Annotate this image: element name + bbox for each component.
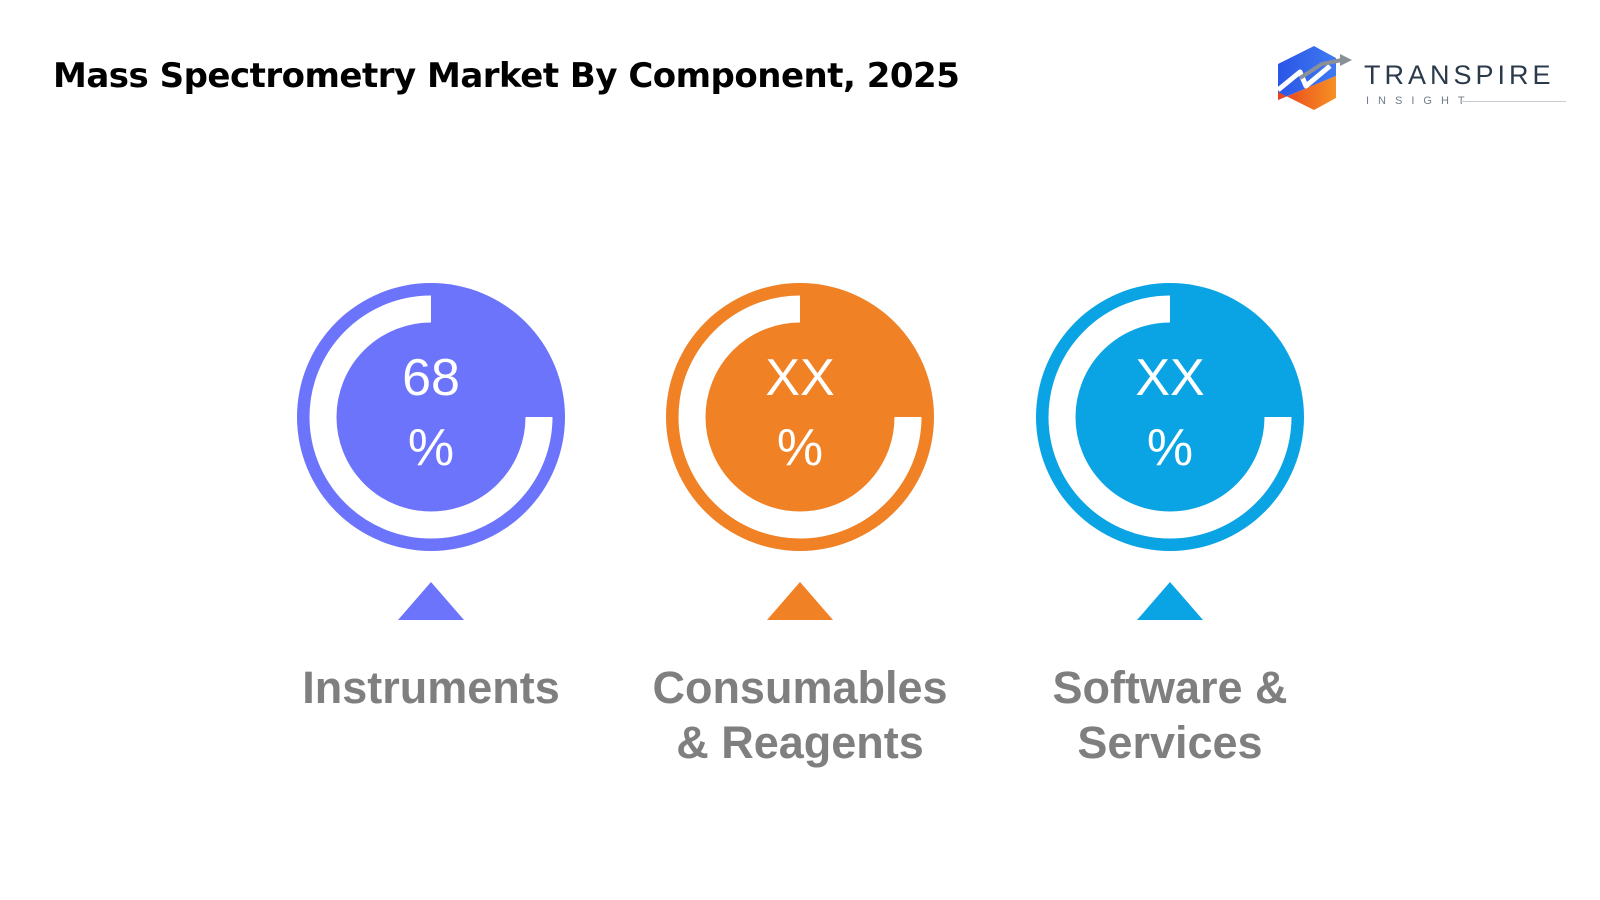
pointer-triangle-software-services [1137,582,1203,620]
donut-value-consumables-reagents: XX [765,349,834,407]
donut-center-instruments [350,336,512,498]
category-label-consumables-reagents: Consumables & Reagents [630,660,970,770]
pointer-triangle-consumables-reagents [767,582,833,620]
donut-ring-consumables-reagents [678,295,922,539]
logo-subtitle: INSIGHT [1366,95,1474,107]
category-label-line: & Reagents [676,717,924,768]
chart-title: Mass Spectrometry Market By Component, 2… [53,56,960,96]
category-label-line: Consumables [652,662,948,713]
donut-center-software-services [1089,336,1251,498]
donut-ring-software-services [1048,295,1292,539]
logo-wordmark: TRANSPIRE [1364,60,1555,90]
donut-value-software-services: XX [1135,349,1204,407]
category-label-line: Instruments [302,662,560,713]
category-label-line: Software & [1052,662,1288,713]
category-label-instruments: Instruments [261,660,601,715]
brand-logo: TRANSPIRE INSIGHT [1270,42,1570,122]
logo-rule [1460,101,1566,102]
category-label-line: Services [1077,717,1263,768]
donut-ring-instruments [309,295,553,539]
donut-center-consumables-reagents [719,336,881,498]
donut-unit-software-services: % [1147,419,1193,477]
donut-unit-consumables-reagents: % [777,419,823,477]
pointer-triangle-instruments [398,582,464,620]
donut-value-instruments: 68 [402,349,460,407]
donut-unit-instruments: % [408,419,454,477]
transpire-logo-icon [1276,46,1352,110]
category-label-software-services: Software & Services [1000,660,1340,770]
